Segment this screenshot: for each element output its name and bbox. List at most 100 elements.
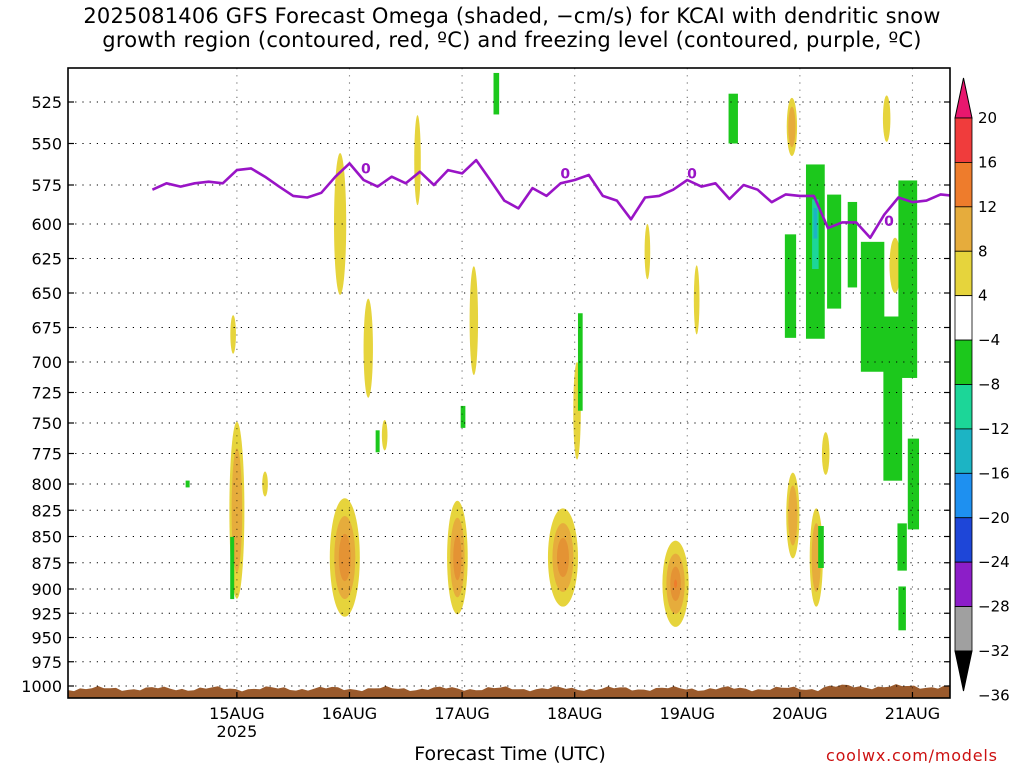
omega-sinking-peak-9 bbox=[813, 208, 818, 239]
omega-sinking-area-3 bbox=[460, 405, 466, 428]
freezing-level-label-2: 0 bbox=[687, 166, 697, 182]
colorbar-label-4: 4 bbox=[978, 287, 988, 305]
y-tick-label-825: 825 bbox=[31, 501, 62, 520]
x-tick-label-20AUG: 20AUG bbox=[772, 704, 827, 723]
colorbar-label-12: −32 bbox=[978, 642, 1010, 660]
omega-rising-area-15-1 bbox=[788, 485, 798, 546]
omega-rising-area-13-0 bbox=[644, 224, 651, 280]
colorbar-label-3: 8 bbox=[978, 242, 988, 260]
y-tick-label-600: 600 bbox=[31, 215, 62, 234]
title-line-2: growth region (contoured, red, ºC) and f… bbox=[102, 28, 922, 52]
colorbar-swatch-10 bbox=[954, 517, 973, 563]
x-tick-year-label: 2025 bbox=[217, 722, 258, 741]
y-tick-label-1000: 1000 bbox=[21, 677, 62, 696]
x-tick-label-19AUG: 19AUG bbox=[660, 704, 715, 723]
colorbar-top-arrow bbox=[954, 77, 973, 119]
colorbar-swatch-3 bbox=[954, 206, 973, 252]
omega-sinking-area-13 bbox=[883, 316, 903, 481]
colorbar-label-2: 12 bbox=[978, 198, 997, 216]
y-tick-label-625: 625 bbox=[31, 250, 62, 269]
omega-sinking-area-0 bbox=[230, 536, 235, 600]
omega-shading bbox=[68, 68, 950, 698]
omega-sinking-area-10 bbox=[827, 194, 842, 309]
grid-lines bbox=[68, 68, 950, 698]
colorbar-swatch-9 bbox=[954, 472, 973, 519]
omega-sinking-area-16 bbox=[897, 523, 907, 571]
axis-labels: 525 550 575 600 625 650 675 700 725 750 775 800 825 8… bbox=[21, 93, 940, 741]
colorbar-swatch-7 bbox=[954, 384, 973, 430]
colorbar-swatch-6 bbox=[954, 339, 973, 385]
y-tick-label-650: 650 bbox=[31, 284, 62, 303]
omega-rising-area-5-0 bbox=[363, 298, 373, 398]
omega-sinking-area-11 bbox=[847, 201, 858, 288]
colorbar-swatch-5 bbox=[954, 295, 973, 341]
omega-sinking-area-17 bbox=[898, 586, 906, 631]
y-tick-label-725: 725 bbox=[31, 384, 62, 403]
y-tick-label-800: 800 bbox=[31, 475, 62, 494]
x-tick-label-17AUG: 17AUG bbox=[434, 704, 489, 723]
colorbar-swatch-8 bbox=[954, 428, 973, 474]
colorbar-swatch-4 bbox=[954, 250, 973, 297]
omega-rising-area-9-0 bbox=[469, 266, 479, 375]
colorbar-label-7: −12 bbox=[978, 420, 1010, 438]
omega-rising-area-4-0 bbox=[334, 153, 347, 295]
x-axis-label: Forecast Time (UTC) bbox=[414, 743, 606, 765]
y-tick-label-975: 975 bbox=[31, 653, 62, 672]
y-tick-label-950: 950 bbox=[31, 629, 62, 648]
omega-rising-area-3-2 bbox=[338, 533, 351, 582]
plot-frame bbox=[67, 67, 951, 699]
colorbar-label-6: −8 bbox=[978, 376, 1000, 394]
omega-sinking-area-6 bbox=[728, 93, 738, 144]
colorbar-swatch-11 bbox=[954, 561, 973, 607]
omega-sinking-area-14 bbox=[898, 180, 918, 378]
colorbar-label-10: −24 bbox=[978, 553, 1010, 571]
omega-rising-area-6-0 bbox=[381, 419, 388, 451]
y-tick-label-525: 525 bbox=[31, 93, 62, 112]
omega-sinking-area-12 bbox=[860, 241, 885, 372]
freezing-level-label-3: 0 bbox=[884, 214, 894, 230]
omega-sinking-area-8 bbox=[784, 234, 797, 338]
omega-rising-area-8-2 bbox=[453, 534, 462, 581]
plot-background bbox=[68, 68, 950, 698]
y-tick-label-750: 750 bbox=[31, 414, 62, 433]
colorbar-bottom-arrow bbox=[954, 650, 973, 692]
credit-text: coolwx.com/models bbox=[826, 746, 998, 765]
omega-sinking-area-4 bbox=[493, 72, 500, 115]
omega-rising-area-12-3 bbox=[674, 579, 678, 589]
y-tick-label-925: 925 bbox=[31, 604, 62, 623]
y-tick-label-675: 675 bbox=[31, 319, 62, 338]
y-tick-label-875: 875 bbox=[31, 554, 62, 573]
omega-rising-area-0-1 bbox=[231, 448, 243, 573]
colorbar-label-9: −20 bbox=[978, 509, 1010, 527]
omega-rising-area-14-0 bbox=[693, 265, 700, 335]
colorbar-label-5: −4 bbox=[978, 331, 1000, 349]
y-tick-label-900: 900 bbox=[31, 580, 62, 599]
colorbar-label-11: −28 bbox=[978, 598, 1010, 616]
omega-sinking-area-7 bbox=[818, 526, 824, 568]
omega-rising-area-7-0 bbox=[414, 115, 421, 206]
contour-layer: 0 0 0 0 bbox=[151, 158, 950, 240]
y-tick-label-775: 775 bbox=[31, 445, 62, 464]
colorbar-label-0: 20 bbox=[978, 109, 997, 127]
chart-title: 2025081406 GFS Forecast Omega (shaded, −… bbox=[0, 4, 1024, 52]
omega-sinking-area-15 bbox=[907, 438, 920, 530]
omega-rising-area-18-0 bbox=[821, 432, 830, 475]
omega-sinking-area-2 bbox=[375, 430, 380, 453]
freezing-level-line bbox=[151, 158, 950, 240]
freezing-level-label-0: 0 bbox=[361, 161, 371, 177]
x-tick-label-18AUG: 18AUG bbox=[547, 704, 602, 723]
omega-rising-area-20-0 bbox=[889, 237, 901, 293]
x-tick-label-15AUG: 15AUG bbox=[209, 704, 264, 723]
x-tick-label-21AUG: 21AUG bbox=[885, 704, 940, 723]
y-tick-label-700: 700 bbox=[31, 353, 62, 372]
y-tick-label-550: 550 bbox=[31, 135, 62, 154]
colorbar-label-1: 16 bbox=[978, 153, 997, 171]
colorbar-swatch-2 bbox=[954, 162, 973, 208]
colorbar-label-13: −36 bbox=[978, 686, 1010, 704]
plot-border bbox=[67, 67, 951, 699]
omega-sinking-area-1 bbox=[185, 480, 190, 488]
surface-terrain bbox=[68, 684, 950, 698]
freezing-level-label-1: 0 bbox=[560, 166, 570, 182]
colorbar-swatch-1 bbox=[954, 117, 973, 163]
